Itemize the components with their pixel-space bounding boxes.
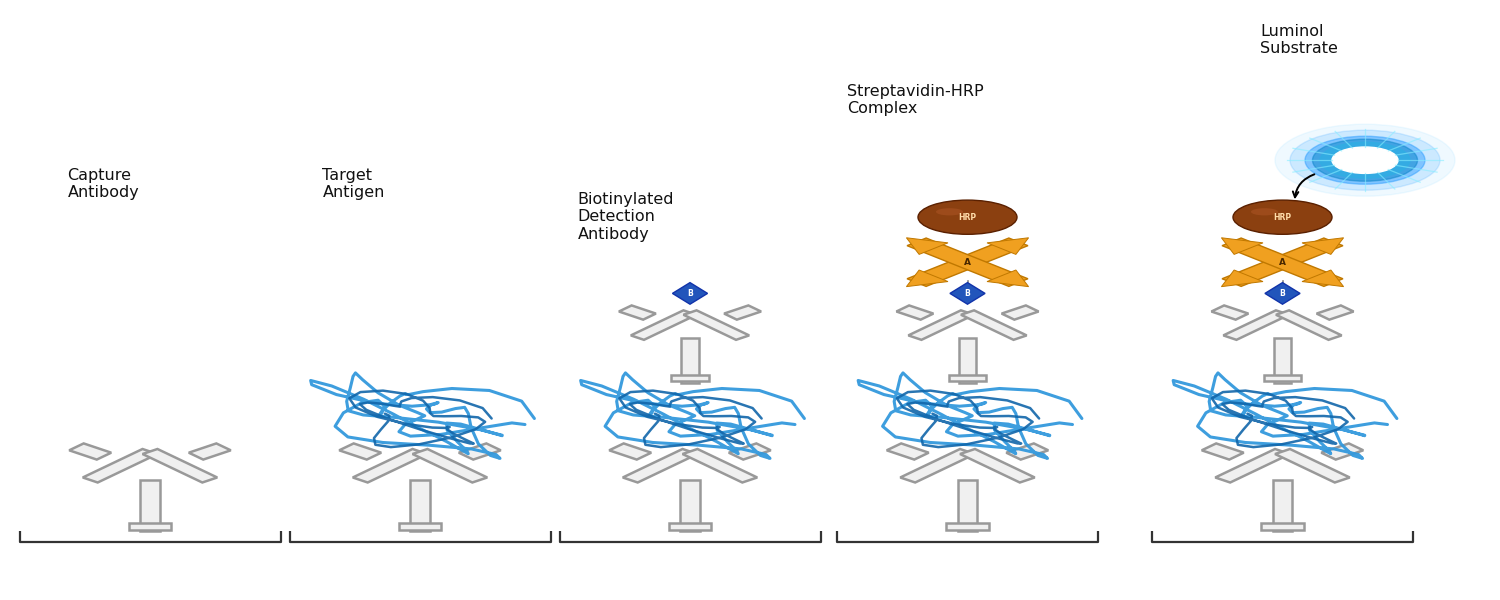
Polygon shape (189, 443, 231, 460)
Polygon shape (1322, 443, 1364, 460)
Ellipse shape (1251, 208, 1278, 215)
Circle shape (1332, 147, 1398, 173)
Circle shape (1320, 142, 1410, 178)
Polygon shape (684, 310, 748, 340)
Polygon shape (1264, 283, 1300, 304)
Polygon shape (129, 523, 171, 530)
Polygon shape (681, 338, 699, 383)
Text: B: B (964, 289, 970, 298)
Polygon shape (1222, 238, 1342, 286)
Polygon shape (1263, 375, 1302, 382)
Polygon shape (729, 443, 771, 460)
Polygon shape (987, 270, 1029, 287)
Polygon shape (682, 449, 758, 482)
Text: Luminol
Substrate: Luminol Substrate (1260, 24, 1338, 56)
Polygon shape (1275, 449, 1350, 482)
Circle shape (1290, 130, 1440, 190)
Circle shape (1275, 124, 1455, 196)
Polygon shape (1272, 480, 1292, 531)
Polygon shape (987, 238, 1029, 254)
Polygon shape (946, 523, 988, 530)
Circle shape (1338, 149, 1392, 171)
Polygon shape (950, 283, 986, 304)
Polygon shape (900, 449, 975, 482)
Polygon shape (670, 375, 710, 382)
Circle shape (1312, 139, 1418, 181)
Polygon shape (1302, 270, 1344, 287)
Polygon shape (352, 449, 428, 482)
Ellipse shape (936, 208, 963, 215)
Ellipse shape (918, 200, 1017, 235)
Text: HRP: HRP (958, 213, 976, 222)
Polygon shape (413, 449, 488, 482)
Polygon shape (669, 523, 711, 530)
Polygon shape (1007, 443, 1048, 460)
Polygon shape (620, 305, 656, 320)
Text: Target
Antigen: Target Antigen (322, 168, 386, 200)
Polygon shape (1302, 238, 1344, 254)
Circle shape (1305, 136, 1425, 184)
Polygon shape (1262, 523, 1304, 530)
Polygon shape (459, 443, 501, 460)
Polygon shape (958, 338, 976, 383)
Polygon shape (339, 443, 381, 460)
Polygon shape (632, 310, 696, 340)
Polygon shape (948, 375, 987, 382)
Polygon shape (141, 480, 160, 531)
Polygon shape (958, 480, 978, 531)
Polygon shape (69, 443, 111, 460)
Polygon shape (609, 443, 651, 460)
Polygon shape (1274, 338, 1292, 383)
Polygon shape (399, 523, 441, 530)
Polygon shape (906, 270, 948, 287)
Polygon shape (1002, 305, 1038, 320)
Text: Streptavidin-HRP
Complex: Streptavidin-HRP Complex (847, 84, 984, 116)
Polygon shape (960, 449, 1035, 482)
Text: HRP: HRP (1274, 213, 1292, 222)
Text: Biotinylated
Detection
Antibody: Biotinylated Detection Antibody (578, 192, 674, 242)
Polygon shape (1276, 310, 1341, 340)
Polygon shape (886, 443, 928, 460)
Text: A: A (1280, 258, 1286, 267)
Text: A: A (964, 258, 970, 267)
Polygon shape (1202, 443, 1243, 460)
Text: Capture
Antibody: Capture Antibody (68, 168, 140, 200)
Polygon shape (906, 238, 948, 254)
Polygon shape (1222, 238, 1342, 286)
Polygon shape (909, 310, 974, 340)
Ellipse shape (1233, 200, 1332, 235)
Polygon shape (411, 480, 430, 531)
Polygon shape (672, 283, 708, 304)
Polygon shape (1215, 449, 1290, 482)
Polygon shape (1221, 238, 1263, 254)
Text: B: B (1280, 289, 1286, 298)
Polygon shape (962, 310, 1026, 340)
Polygon shape (142, 449, 218, 482)
Polygon shape (622, 449, 698, 482)
Polygon shape (680, 480, 699, 531)
Polygon shape (908, 238, 1028, 286)
Polygon shape (897, 305, 933, 320)
Polygon shape (1212, 305, 1248, 320)
Polygon shape (1317, 305, 1353, 320)
Polygon shape (1224, 310, 1288, 340)
Polygon shape (908, 238, 1028, 286)
Polygon shape (724, 305, 760, 320)
Polygon shape (1221, 270, 1263, 287)
Text: B: B (687, 289, 693, 298)
Polygon shape (82, 449, 158, 482)
